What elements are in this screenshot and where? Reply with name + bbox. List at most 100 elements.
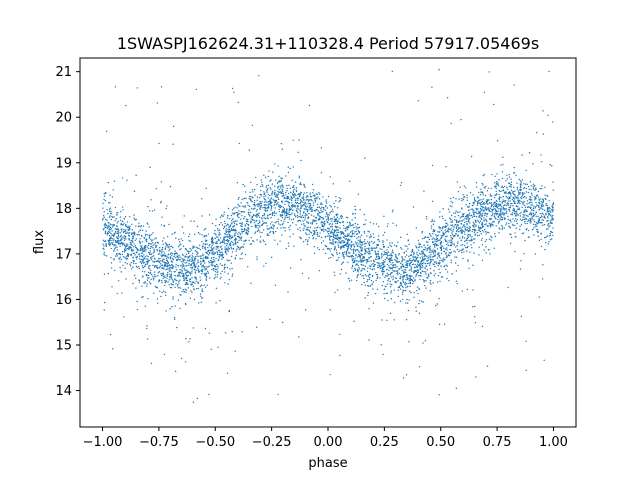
data-point [189,280,191,283]
data-point [173,316,176,319]
data-point [541,198,544,200]
data-point [289,167,291,170]
data-point [291,212,293,214]
data-point [272,198,275,201]
data-point [346,243,348,245]
data-point [436,281,439,283]
data-point [399,288,402,290]
data-point [292,222,294,224]
data-point [105,245,107,247]
data-point [220,241,222,243]
data-point [103,193,105,195]
data-point [470,240,472,242]
data-point [277,190,279,193]
data-point [454,219,456,221]
data-point [327,195,330,198]
data-point [372,302,375,304]
data-point [224,222,226,225]
data-point [400,266,402,268]
data-point [130,261,133,264]
data-point [217,236,219,238]
data-point [283,196,286,199]
data-point [546,209,549,211]
data-point [528,219,530,221]
data-point [480,201,482,204]
data-point [542,264,544,266]
data-point [297,193,299,196]
data-point [213,277,216,280]
data-point [277,198,280,201]
data-point [215,302,217,304]
data-point [475,229,477,231]
data-point [262,239,264,241]
data-point [408,264,411,267]
data-point [518,201,520,204]
data-point [482,194,484,196]
data-point [265,190,268,192]
data-point [543,215,546,217]
data-point [466,216,469,218]
data-point [415,266,418,268]
data-point [234,350,236,352]
data-point [545,204,547,206]
data-point [343,244,346,246]
data-point [170,286,173,289]
data-point [419,275,422,277]
data-point [399,300,402,302]
data-point [421,252,424,254]
data-point [227,241,230,243]
data-point [528,152,531,154]
data-point [538,198,540,201]
data-point [419,245,421,248]
data-point [243,197,246,200]
data-point [347,245,350,248]
data-point [405,254,408,256]
data-point [406,302,409,304]
data-point [386,292,389,295]
data-point [262,222,265,225]
data-point [339,215,342,218]
data-point [103,301,106,304]
data-point [263,265,265,267]
data-point [321,223,323,226]
data-point [467,220,470,223]
data-point [342,261,345,263]
data-point [375,252,377,255]
data-point [202,297,204,299]
data-point [456,248,459,251]
data-point [357,273,360,276]
data-point [471,208,474,210]
data-point [463,196,465,198]
data-point [350,255,352,257]
data-point [493,247,495,249]
data-point [450,122,452,125]
data-point [406,286,408,288]
data-point [490,195,493,197]
data-point [479,203,482,206]
data-point [287,245,290,247]
data-point [314,199,317,202]
data-point [365,262,368,264]
data-point [106,227,109,230]
data-point [153,248,155,251]
data-point [298,139,300,141]
data-point [314,219,316,221]
data-point [151,210,154,212]
data-point [511,198,514,201]
data-point [525,191,527,193]
data-point [302,240,305,243]
data-point [434,244,436,247]
data-point [405,271,407,273]
data-point [520,223,523,226]
data-point [214,251,216,254]
data-point [518,191,521,194]
data-point [488,71,490,73]
data-point [216,242,218,245]
data-point [479,230,482,233]
data-point [342,251,344,254]
data-point [408,269,411,271]
data-point [395,224,398,227]
data-point [406,233,408,236]
data-point [145,261,147,263]
data-point [283,220,285,223]
